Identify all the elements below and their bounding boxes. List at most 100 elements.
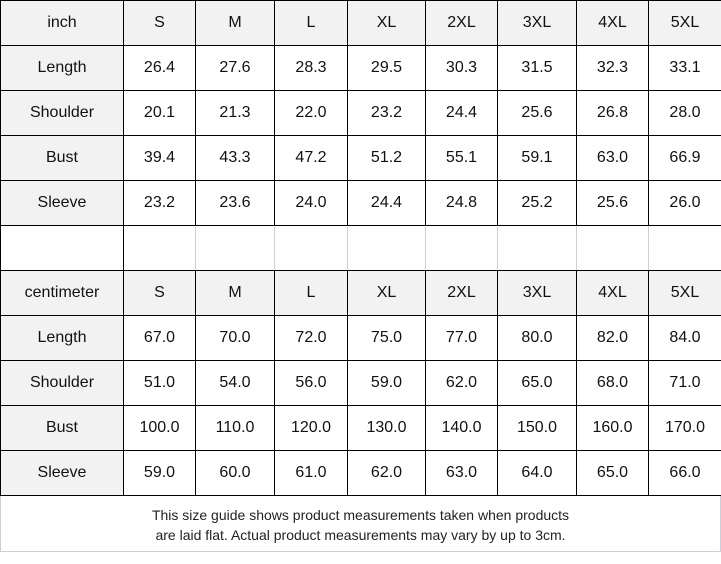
size-header: S bbox=[123, 270, 196, 316]
size-header: 3XL bbox=[497, 0, 577, 46]
size-header: 2XL bbox=[425, 0, 498, 46]
measurement-cell: 60.0 bbox=[195, 450, 275, 496]
measurement-cell: 65.0 bbox=[576, 450, 649, 496]
size-header: 5XL bbox=[648, 270, 721, 316]
measurement-cell: 24.4 bbox=[347, 180, 426, 226]
measurement-cell: 170.0 bbox=[648, 405, 721, 451]
table-row: Sleeve 59.0 60.0 61.0 62.0 63.0 64.0 65.0 66.0 bbox=[0, 450, 721, 496]
measurement-cell: 84.0 bbox=[648, 315, 721, 361]
size-header: XL bbox=[347, 270, 426, 316]
measurement-cell: 160.0 bbox=[576, 405, 649, 451]
size-header: M bbox=[195, 0, 275, 46]
measurement-cell: 26.4 bbox=[123, 45, 196, 91]
measurement-cell: 71.0 bbox=[648, 360, 721, 406]
empty-cell bbox=[123, 225, 196, 271]
measurement-cell: 30.3 bbox=[425, 45, 498, 91]
measurement-cell: 82.0 bbox=[576, 315, 649, 361]
size-header: 5XL bbox=[648, 0, 721, 46]
measurement-cell: 59.0 bbox=[347, 360, 426, 406]
measurement-cell: 77.0 bbox=[425, 315, 498, 361]
measurement-cell: 31.5 bbox=[497, 45, 577, 91]
measurement-cell: 67.0 bbox=[123, 315, 196, 361]
row-label: Shoulder bbox=[0, 90, 124, 136]
measurement-cell: 22.0 bbox=[274, 90, 348, 136]
measurement-cell: 63.0 bbox=[576, 135, 649, 181]
measurement-cell: 66.9 bbox=[648, 135, 721, 181]
table-row: Bust 100.0 110.0 120.0 130.0 140.0 150.0 160.0 1… bbox=[0, 405, 721, 451]
empty-cell bbox=[274, 225, 348, 271]
row-label: Sleeve bbox=[0, 450, 124, 496]
empty-cell bbox=[195, 225, 275, 271]
size-chart-table: inch S M L XL 2XL 3XL 4XL 5XL Length 26.4 27.6 28.3 2… bbox=[0, 0, 721, 496]
size-header: XL bbox=[347, 0, 426, 46]
empty-cell bbox=[648, 225, 721, 271]
measurement-cell: 39.4 bbox=[123, 135, 196, 181]
measurement-cell: 130.0 bbox=[347, 405, 426, 451]
measurement-cell: 140.0 bbox=[425, 405, 498, 451]
size-header: L bbox=[274, 0, 348, 46]
table-row: Shoulder 51.0 54.0 56.0 59.0 62.0 65.0 68.0 71.0 bbox=[0, 360, 721, 406]
measurement-cell: 23.2 bbox=[123, 180, 196, 226]
measurement-cell: 55.1 bbox=[425, 135, 498, 181]
header-row: centimeter S M L XL 2XL 3XL 4XL 5XL bbox=[0, 270, 721, 316]
measurement-cell: 100.0 bbox=[123, 405, 196, 451]
unit-header: inch bbox=[0, 0, 124, 46]
empty-cell bbox=[347, 225, 426, 271]
measurement-cell: 72.0 bbox=[274, 315, 348, 361]
measurement-cell: 70.0 bbox=[195, 315, 275, 361]
measurement-cell: 51.2 bbox=[347, 135, 426, 181]
measurement-cell: 66.0 bbox=[648, 450, 721, 496]
measurement-cell: 54.0 bbox=[195, 360, 275, 406]
measurement-cell: 63.0 bbox=[425, 450, 498, 496]
measurement-cell: 33.1 bbox=[648, 45, 721, 91]
measurement-cell: 24.4 bbox=[425, 90, 498, 136]
measurement-cell: 28.0 bbox=[648, 90, 721, 136]
unit-header: centimeter bbox=[0, 270, 124, 316]
size-header: M bbox=[195, 270, 275, 316]
measurement-cell: 150.0 bbox=[497, 405, 577, 451]
row-label: Sleeve bbox=[0, 180, 124, 226]
spacer-row bbox=[0, 225, 721, 271]
empty-cell bbox=[425, 225, 498, 271]
measurement-cell: 32.3 bbox=[576, 45, 649, 91]
measurement-cell: 65.0 bbox=[497, 360, 577, 406]
measurement-cell: 25.6 bbox=[576, 180, 649, 226]
size-header: 4XL bbox=[576, 0, 649, 46]
measurement-cell: 59.1 bbox=[497, 135, 577, 181]
measurement-cell: 120.0 bbox=[274, 405, 348, 451]
measurement-cell: 21.3 bbox=[195, 90, 275, 136]
measurement-cell: 80.0 bbox=[497, 315, 577, 361]
size-header: 2XL bbox=[425, 270, 498, 316]
measurement-cell: 23.6 bbox=[195, 180, 275, 226]
empty-cell bbox=[576, 225, 649, 271]
table-row: Bust 39.4 43.3 47.2 51.2 55.1 59.1 63.0 66.9 bbox=[0, 135, 721, 181]
header-row: inch S M L XL 2XL 3XL 4XL 5XL bbox=[0, 0, 721, 46]
measurement-cell: 28.3 bbox=[274, 45, 348, 91]
row-label: Length bbox=[0, 45, 124, 91]
empty-cell bbox=[0, 225, 124, 271]
measurement-cell: 26.0 bbox=[648, 180, 721, 226]
table-row: Shoulder 20.1 21.3 22.0 23.2 24.4 25.6 26.8 28.0 bbox=[0, 90, 721, 136]
measurement-cell: 25.2 bbox=[497, 180, 577, 226]
size-guide-note: This size guide shows product measuremen… bbox=[0, 496, 721, 552]
measurement-cell: 62.0 bbox=[347, 450, 426, 496]
size-header: S bbox=[123, 0, 196, 46]
row-label: Bust bbox=[0, 135, 124, 181]
measurement-cell: 20.1 bbox=[123, 90, 196, 136]
table-row: Length 26.4 27.6 28.3 29.5 30.3 31.5 32.3 33.1 bbox=[0, 45, 721, 91]
measurement-cell: 64.0 bbox=[497, 450, 577, 496]
row-label: Shoulder bbox=[0, 360, 124, 406]
measurement-cell: 68.0 bbox=[576, 360, 649, 406]
measurement-cell: 110.0 bbox=[195, 405, 275, 451]
measurement-cell: 75.0 bbox=[347, 315, 426, 361]
measurement-cell: 25.6 bbox=[497, 90, 577, 136]
measurement-cell: 62.0 bbox=[425, 360, 498, 406]
empty-cell bbox=[497, 225, 577, 271]
measurement-cell: 59.0 bbox=[123, 450, 196, 496]
note-line-2: are laid flat. Actual product measuremen… bbox=[155, 527, 566, 543]
table-row: Length 67.0 70.0 72.0 75.0 77.0 80.0 82.0 84.0 bbox=[0, 315, 721, 361]
size-header: 3XL bbox=[497, 270, 577, 316]
measurement-cell: 43.3 bbox=[195, 135, 275, 181]
measurement-cell: 61.0 bbox=[274, 450, 348, 496]
measurement-cell: 27.6 bbox=[195, 45, 275, 91]
